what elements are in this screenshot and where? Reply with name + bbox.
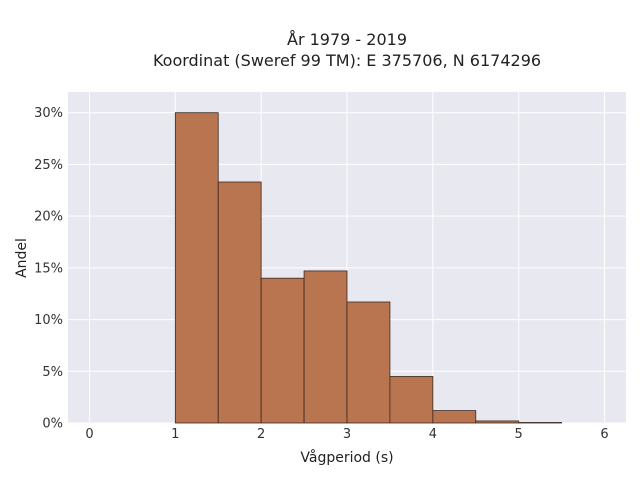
y-tick-label: 0% (42, 417, 63, 432)
x-tick-label: 6 (600, 427, 608, 442)
histogram-bar (217, 181, 262, 424)
histogram-bar (518, 422, 563, 424)
y-tick-label: 15% (34, 261, 63, 276)
y-axis-ticks: 0% 5% 10% 15% 20% 25% 30% (34, 106, 63, 431)
histogram-bar (260, 277, 305, 424)
y-tick-label: 30% (34, 106, 63, 121)
histogram-bar (389, 376, 434, 424)
x-tick-label: 3 (343, 427, 351, 442)
histogram-bar (432, 410, 477, 424)
histogram-bar (475, 420, 520, 424)
x-tick-label: 1 (171, 427, 179, 442)
x-tick-label: 5 (515, 427, 523, 442)
histogram-bar (174, 112, 219, 424)
x-axis-label: Vågperiod (s) (300, 449, 393, 466)
y-tick-label: 20% (34, 210, 63, 225)
chart-title-line-1: År 1979 - 2019 (287, 30, 407, 49)
y-axis-label: Andel (14, 238, 30, 278)
histogram-bars (174, 112, 563, 424)
histogram-bar (346, 301, 391, 424)
x-tick-label: 2 (257, 427, 265, 442)
x-axis-ticks: 0 1 2 3 4 5 6 (85, 427, 608, 442)
histogram-bar (303, 270, 348, 424)
x-tick-label: 4 (429, 427, 437, 442)
y-tick-label: 10% (34, 313, 63, 328)
y-tick-label: 5% (42, 365, 63, 380)
chart-title-line-2: Koordinat (Sweref 99 TM): E 375706, N 61… (153, 51, 541, 70)
y-tick-label: 25% (34, 158, 63, 173)
x-tick-label: 0 (85, 427, 93, 442)
